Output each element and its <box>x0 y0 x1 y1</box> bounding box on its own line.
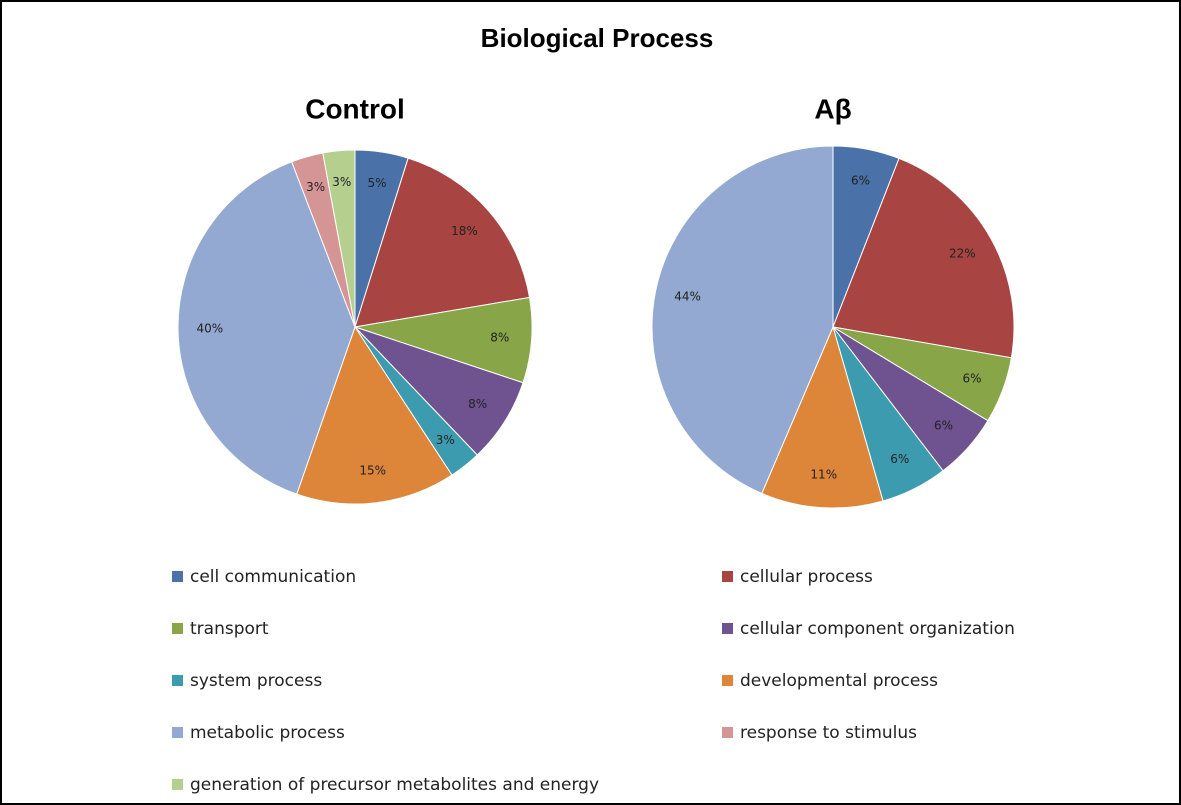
pie-title: Aβ <box>814 93 851 124</box>
legend-label: response to stimulus <box>740 723 917 743</box>
pie-slice <box>296 325 453 505</box>
legend-label: developmental process <box>740 671 938 691</box>
data-label: 3% <box>332 175 351 189</box>
legend-label: transport <box>190 619 269 639</box>
chart-title: Biological Process <box>481 23 714 53</box>
legend-label: cellular component organization <box>740 619 1015 639</box>
pie-slice <box>832 157 1015 359</box>
data-label: 18% <box>451 224 478 238</box>
legend-label: metabolic process <box>190 723 345 743</box>
data-label: 22% <box>949 247 976 261</box>
data-label: 8% <box>468 397 487 411</box>
legend-label: system process <box>190 671 322 691</box>
pie-slice <box>354 157 531 328</box>
legend-swatch <box>172 779 183 790</box>
pie-slice <box>651 145 834 495</box>
legend-swatch <box>172 727 183 738</box>
data-label: 3% <box>436 433 455 447</box>
pie-slice <box>761 325 884 509</box>
legend-label: generation of precursor metabolites and … <box>190 775 599 795</box>
data-label: 40% <box>197 322 224 336</box>
data-label: 5% <box>368 176 387 190</box>
data-label: 11% <box>810 468 837 482</box>
legend-swatch <box>172 571 183 582</box>
data-label: 15% <box>359 464 386 478</box>
data-label: 44% <box>674 290 701 304</box>
pie-slice <box>177 161 356 495</box>
data-label: 6% <box>890 452 909 466</box>
legend-label: cellular process <box>740 567 873 587</box>
pie-title: Control <box>305 93 405 124</box>
data-label: 6% <box>934 419 953 433</box>
data-label: 6% <box>851 174 870 188</box>
data-label: 8% <box>490 331 509 345</box>
legend-swatch <box>722 571 733 582</box>
data-label: 6% <box>963 371 982 385</box>
legend-swatch <box>722 675 733 686</box>
legend-swatch <box>172 623 183 634</box>
legend-swatch <box>172 675 183 686</box>
pie-slice <box>322 149 356 328</box>
legend-swatch <box>722 727 733 738</box>
data-label: 3% <box>306 180 325 194</box>
legend-swatch <box>722 623 733 634</box>
legend-label: cell communication <box>190 567 356 587</box>
